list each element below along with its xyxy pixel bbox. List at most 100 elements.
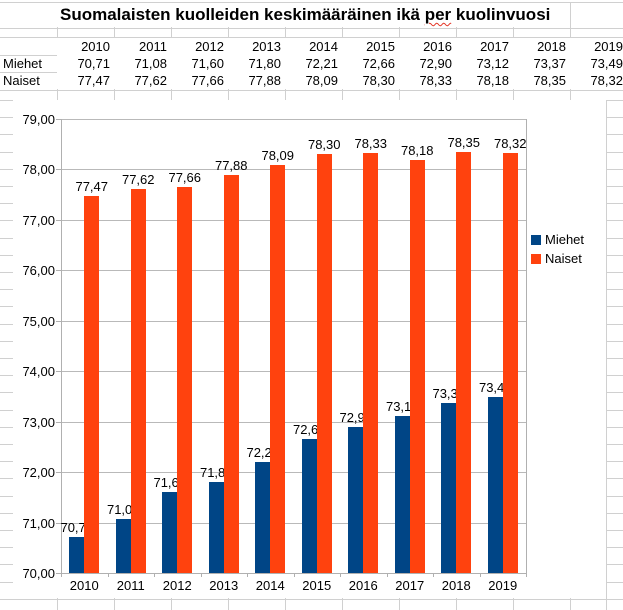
cell-year[interactable]: 2013 [228, 38, 285, 55]
cell-value[interactable]: 71,60 [171, 55, 228, 72]
bar-naiset-2014[interactable] [270, 164, 286, 573]
bar-naiset-2015[interactable] [316, 154, 332, 573]
x-axis-tick [154, 573, 155, 577]
cell-value[interactable]: 70,71 [57, 55, 114, 72]
y-axis-tick-label: 71,00 [22, 515, 55, 531]
cell-year[interactable]: 2019 [570, 38, 623, 55]
chart-legend[interactable]: Miehet Naiset [531, 233, 584, 271]
y-gridline [61, 421, 526, 423]
y-axis-tick-label: 77,00 [22, 212, 55, 228]
cell-value[interactable]: 77,62 [114, 72, 171, 89]
cell-value[interactable]: 78,35 [513, 72, 570, 89]
cell-value[interactable]: 73,12 [456, 55, 513, 72]
cell-value[interactable]: 73,37 [513, 55, 570, 72]
data-label-naiset-2019: 78,32 [493, 136, 527, 152]
x-axis-tick [340, 573, 341, 577]
bar-naiset-2013[interactable] [223, 175, 239, 573]
sheet-row-gridline [0, 37, 623, 38]
data-label-naiset-2016: 78,33 [354, 135, 388, 151]
cell-year[interactable]: 2018 [513, 38, 570, 55]
spellcheck-underlined-word: per [424, 5, 452, 24]
y-axis-tick [56, 472, 61, 474]
cell-value[interactable]: 72,66 [342, 55, 399, 72]
y-axis-tick [56, 522, 61, 524]
bar-miehet-2013[interactable] [208, 482, 224, 573]
embedded-bar-chart[interactable]: 79,00 78,00 77,00 76,00 75,00 74,00 73,00 72,00… [13, 100, 606, 598]
bar-naiset-2019[interactable] [502, 153, 518, 573]
cell-value[interactable]: 78,33 [399, 72, 456, 89]
cell-year[interactable]: 2012 [171, 38, 228, 55]
bar-miehet-2010[interactable] [69, 537, 85, 573]
x-axis-category-label: 2010 [69, 578, 99, 593]
x-axis-tick [61, 573, 62, 577]
bar-miehet-2012[interactable] [162, 492, 178, 573]
y-axis-tick [56, 320, 61, 322]
y-gridline [61, 169, 526, 171]
x-axis-category-label: 2016 [348, 578, 378, 593]
cell-value[interactable]: 77,66 [171, 72, 228, 89]
y-axis-line [61, 119, 62, 573]
y-axis-tick [56, 421, 61, 423]
y-axis-tick-label: 72,00 [22, 465, 55, 481]
bar-miehet-2019[interactable] [487, 396, 503, 573]
cell-value[interactable]: 78,32 [570, 72, 623, 89]
bar-miehet-2016[interactable] [348, 426, 364, 573]
cell-value[interactable]: 73,49 [570, 55, 623, 72]
y-axis-tick-label: 79,00 [22, 112, 55, 127]
y-gridline [61, 371, 526, 373]
y-gridline [61, 219, 526, 221]
data-label-naiset-2017: 78,18 [400, 143, 434, 159]
x-axis-category-label: 2011 [116, 578, 145, 593]
cell-value[interactable]: 78,30 [342, 72, 399, 89]
cell-row-label-naiset[interactable]: Naiset [3, 73, 40, 88]
y-axis-tick [56, 219, 61, 221]
cell-value[interactable]: 71,80 [228, 55, 285, 72]
bar-miehet-2011[interactable] [115, 518, 131, 573]
chart-object-right-edge [606, 100, 607, 610]
bar-miehet-2015[interactable] [301, 438, 317, 573]
bar-naiset-2010[interactable] [84, 196, 100, 573]
cell-value[interactable]: 72,21 [285, 55, 342, 72]
cell-row-label-miehet[interactable]: Miehet [3, 56, 43, 71]
data-label-naiset-2018: 78,35 [447, 134, 481, 150]
bar-miehet-2014[interactable] [255, 461, 271, 573]
bar-naiset-2011[interactable] [130, 188, 146, 573]
bar-naiset-2018[interactable] [456, 151, 472, 573]
cell-value[interactable]: 77,47 [57, 72, 114, 89]
legend-item-naiset[interactable]: Naiset [531, 252, 584, 265]
bar-naiset-2016[interactable] [363, 152, 379, 573]
cell-year[interactable]: 2016 [399, 38, 456, 55]
bar-naiset-2012[interactable] [177, 186, 193, 573]
chart-title-text-end: kuolinvuosi [451, 5, 551, 24]
y-axis-tick-label: 78,00 [22, 162, 55, 178]
bar-miehet-2018[interactable] [441, 403, 457, 573]
y-gridline [61, 320, 526, 322]
x-axis-category-label: 2012 [162, 578, 192, 593]
bar-miehet-2017[interactable] [394, 415, 410, 573]
data-label-naiset-2012: 77,66 [168, 169, 202, 185]
cell-year[interactable]: 2010 [57, 38, 114, 55]
cell-value[interactable]: 71,08 [114, 55, 171, 72]
cell-value[interactable]: 78,18 [456, 72, 513, 89]
cell-value[interactable]: 72,90 [399, 55, 456, 72]
x-axis-tick [526, 573, 527, 577]
y-axis-tick-label: 70,00 [22, 566, 55, 581]
x-axis-tick [247, 573, 248, 577]
data-label-naiset-2010: 77,47 [75, 179, 109, 195]
y-axis-tick-label: 74,00 [22, 364, 55, 380]
y-axis-tick-label: 75,00 [22, 313, 55, 329]
cell-year[interactable]: 2017 [456, 38, 513, 55]
cell-year[interactable]: 2015 [342, 38, 399, 55]
plot-right-border [526, 119, 527, 573]
cell-value[interactable]: 77,88 [228, 72, 285, 89]
x-axis-category-label: 2019 [488, 578, 518, 593]
legend-item-miehet[interactable]: Miehet [531, 233, 584, 246]
cell-year[interactable]: 2011 [114, 38, 171, 55]
cell-value[interactable]: 78,09 [285, 72, 342, 89]
cell-year[interactable]: 2014 [285, 38, 342, 55]
data-label-naiset-2011: 77,62 [121, 171, 155, 187]
sheet-title-cell[interactable]: Suomalaisten kuolleiden keskimääräinen i… [57, 3, 550, 27]
bar-naiset-2017[interactable] [409, 160, 425, 573]
y-axis-tick [56, 169, 61, 171]
y-axis-tick-label: 73,00 [22, 414, 55, 430]
